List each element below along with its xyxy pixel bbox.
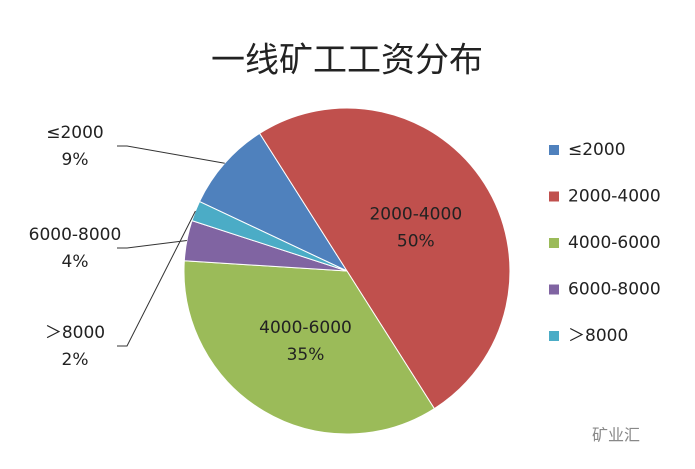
legend-swatch bbox=[549, 238, 559, 248]
value-label: 9% bbox=[62, 150, 89, 170]
leader-line bbox=[117, 210, 196, 347]
legend-label: ≤2000 bbox=[568, 140, 626, 160]
watermark: 矿业汇 bbox=[592, 426, 640, 445]
slice-label: ＞8000 bbox=[45, 323, 105, 343]
value-label: 4% bbox=[62, 252, 89, 272]
pie-slice bbox=[198, 132, 349, 273]
legend-label: ＞8000 bbox=[568, 326, 628, 346]
slice-label: 4000-6000 bbox=[259, 318, 352, 338]
leader-line bbox=[117, 145, 225, 164]
value-label: 50% bbox=[397, 231, 435, 251]
legend-swatch bbox=[549, 331, 559, 341]
legend-label: 2000-4000 bbox=[568, 187, 661, 207]
slice-label: 2000-4000 bbox=[369, 204, 462, 224]
value-label: 35% bbox=[287, 345, 325, 365]
legend-swatch bbox=[549, 191, 559, 202]
legend-swatch bbox=[549, 145, 559, 155]
legend-label: 6000-8000 bbox=[568, 280, 661, 300]
slice-label: ≤2000 bbox=[46, 123, 104, 143]
pie-slice bbox=[258, 107, 511, 410]
value-label: 2% bbox=[62, 350, 89, 370]
pie-slice bbox=[191, 200, 348, 272]
legend-swatch bbox=[549, 284, 559, 295]
leader-line bbox=[117, 239, 187, 249]
pie-slice bbox=[183, 260, 436, 435]
legend-label: 4000-6000 bbox=[568, 233, 661, 253]
chart-title: 一线矿工工资分布 bbox=[211, 41, 483, 81]
slice-label: 6000-8000 bbox=[29, 225, 122, 245]
